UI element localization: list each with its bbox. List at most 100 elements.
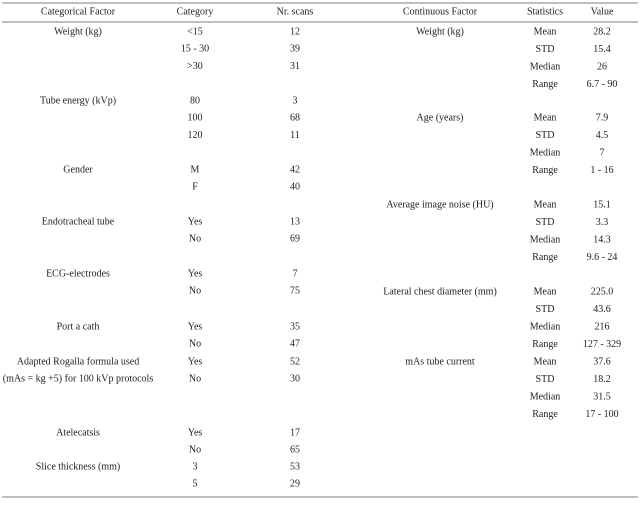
category: Yes [188,356,203,367]
statistic: Mean [534,356,557,367]
factor-label: Endotracheal tube [42,216,115,227]
column-header: Categorical Factor [41,6,116,17]
scan-count: 12 [290,26,300,37]
scan-count: 42 [290,164,300,175]
category: No [189,374,201,385]
statistic: Range [532,165,558,176]
statistic: Median [530,391,561,402]
stat-value: 37.6 [593,356,611,367]
statistic: Median [530,234,561,245]
statistic: Mean [534,112,557,123]
category: 120 [188,130,203,141]
column-header: Category [177,6,214,17]
factor-label: Weight (kg) [416,26,464,37]
category: >30 [187,61,203,72]
scan-count: 3 [293,95,298,106]
stat-value: 7.9 [596,112,609,123]
category: Yes [188,321,203,332]
scan-count: 65 [290,445,300,456]
category: M [191,164,200,175]
category: F [192,182,198,193]
statistic: Mean [534,26,557,37]
factor-label: Adapted Rogalla formula used [17,356,139,367]
scan-count: 31 [290,61,300,72]
stat-value: 4.5 [596,130,609,141]
statistic: Median [530,61,561,72]
factor-label: Atelecatsis [56,427,100,438]
factor-label: (mAs = kg +5) for 100 kVp protocols [3,374,154,385]
category: No [189,234,201,245]
scan-count: 69 [290,234,300,245]
statistic: STD [536,44,555,55]
scan-count: 68 [290,113,300,124]
factor-label: Tube energy (kVp) [40,95,116,106]
factor-label: mAs tube current [405,356,475,367]
stat-value: 3.3 [596,217,609,228]
stat-value: 15.1 [593,199,611,210]
category: 100 [188,113,203,124]
stat-value: 15.4 [593,44,611,55]
scan-count: 13 [290,216,300,227]
column-header: Continuous Factor [403,6,478,17]
scan-count: 40 [290,182,300,193]
stat-value: 1 - 16 [590,165,613,176]
category: <15 [187,26,203,37]
factor-label: Slice thickness (mm) [36,461,120,472]
factor-label: Gender [63,164,93,175]
column-header: Nr. scans [277,6,314,17]
factor-label: Weight (kg) [54,26,102,37]
statistic: Mean [534,199,557,210]
scan-count: 11 [290,130,300,141]
category: 5 [193,479,198,490]
statistic: STD [536,130,555,141]
scan-count: 39 [290,44,300,55]
stat-value: 17 - 100 [585,409,618,420]
scan-count: 52 [290,356,300,367]
statistic: STD [536,374,555,385]
statistic: Median [530,147,561,158]
stat-value: 18.2 [593,374,611,385]
stat-value: 43.6 [593,304,611,315]
factor-label: Age (years) [417,112,464,123]
category: Yes [188,427,203,438]
scan-count: 17 [290,427,300,438]
factor-label: ECG-electrodes [46,268,110,279]
scan-count: 47 [290,339,300,350]
category: Yes [188,216,203,227]
stat-value: 14.3 [593,234,611,245]
stat-value: 6.7 - 90 [587,79,618,90]
statistic: STD [536,217,555,228]
stat-value: 225.0 [591,286,614,297]
statistic: Range [532,79,558,90]
column-header: Value [591,6,614,17]
factor-label: Average image noise (HU) [386,199,493,210]
category: No [189,445,201,456]
statistic: Range [532,409,558,420]
scan-count: 29 [290,479,300,490]
category: 15 - 30 [181,44,209,55]
stat-value: 7 [600,147,605,158]
scan-count: 75 [290,286,300,297]
category: No [189,339,201,350]
category: No [189,286,201,297]
stat-value: 216 [595,321,610,332]
factor-label: Lateral chest diameter (mm) [383,286,497,297]
statistic: Range [532,252,558,263]
column-header: Statistics [527,6,563,17]
scan-count: 30 [290,374,300,385]
category: Yes [188,268,203,279]
statistic: Mean [534,286,557,297]
factor-label: Port a cath [57,321,100,332]
statistic: Range [532,339,558,350]
stat-value: 9.6 - 24 [587,252,618,263]
stat-value: 26 [597,61,607,72]
scan-count: 35 [290,321,300,332]
stat-value: 127 - 329 [583,339,621,350]
statistic: STD [536,304,555,315]
category: 3 [193,461,198,472]
stat-value: 31.5 [593,391,611,402]
statistic: Median [530,321,561,332]
stat-value: 28.2 [593,26,611,37]
